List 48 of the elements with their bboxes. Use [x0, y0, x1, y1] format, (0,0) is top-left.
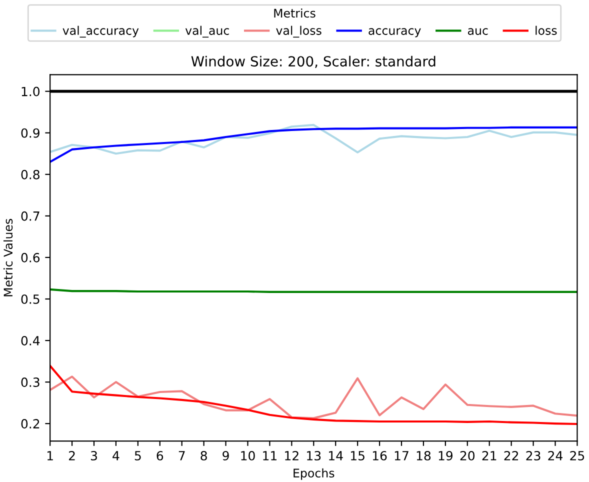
line-series [50, 376, 578, 420]
line-series [50, 126, 578, 163]
y-tick-label: 0.8 [21, 170, 40, 180]
y-tick-label: 0.6 [21, 252, 40, 262]
x-tick-label: 4 [112, 451, 120, 460]
x-tick-label: 9 [222, 450, 229, 460]
x-tick-label: 20 [460, 450, 475, 460]
y-tick-label: 0.9 [21, 128, 40, 138]
x-tick-label: 10 [241, 450, 255, 460]
x-tick-label: 18 [416, 450, 431, 460]
x-tick-label: 2 [68, 450, 75, 460]
legend-label: accuracy [368, 28, 421, 38]
x-tick-label: 24 [548, 450, 563, 460]
x-axis-title: Epochs [294, 468, 334, 480]
y-tick-label: 0.4 [21, 336, 40, 346]
x-tick-label: 19 [438, 450, 453, 460]
line-series [50, 124, 578, 155]
chart-title: Window Size: 200, Scaler: standard [191, 56, 436, 68]
legend-label: auc [468, 28, 488, 35]
x-tick-label: 8 [200, 450, 207, 460]
y-tick-label: 0.2 [21, 419, 40, 429]
legend-label: val_accuracy [62, 26, 139, 38]
x-tick-label: 7 [178, 451, 185, 460]
x-tick-label: 17 [394, 451, 408, 460]
x-tick-label: 13 [307, 450, 321, 460]
x-tick-label: 25 [570, 450, 584, 460]
y-tick-label: 0.5 [21, 294, 40, 304]
x-tick-label: 3 [90, 450, 97, 460]
y-axis-title: Metric Values [3, 218, 13, 296]
legend-label: val_loss [276, 26, 322, 38]
x-tick-label: 12 [285, 450, 298, 460]
x-tick-label: 1 [47, 451, 53, 460]
x-tick-label: 15 [350, 451, 364, 460]
y-tick-label: 0.3 [21, 378, 40, 387]
x-tick-label: 14 [329, 451, 343, 460]
legend-label: val_auc [185, 26, 229, 38]
legend-title: Metrics [274, 8, 316, 18]
x-tick-label: 5 [134, 451, 141, 460]
x-tick-label: 22 [504, 450, 518, 460]
legend-label: loss [536, 26, 557, 35]
y-tick-label: 1.0 [22, 86, 40, 96]
x-tick-label: 11 [263, 451, 277, 460]
line-series [50, 364, 578, 426]
x-tick-label: 21 [482, 450, 496, 460]
x-tick-label: 23 [526, 450, 540, 460]
x-tick-label: 16 [372, 450, 387, 460]
x-tick-label: 6 [156, 450, 164, 460]
y-tick-label: 0.7 [21, 211, 40, 221]
